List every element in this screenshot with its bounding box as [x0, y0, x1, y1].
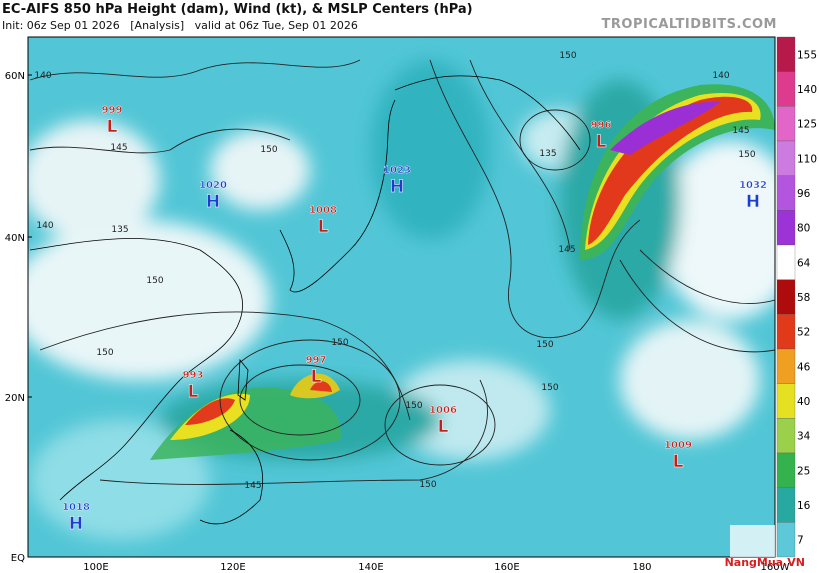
center-pressure: 999 [102, 105, 123, 116]
lat-label: EQ [11, 553, 25, 564]
colorbar-label: 64 [797, 257, 811, 269]
wind-shading [150, 84, 775, 460]
colorbar-label: 40 [797, 396, 810, 408]
colorbar-label: 155 [797, 49, 817, 61]
watermark-bg [730, 525, 775, 557]
colorbar-segment [776, 487, 796, 523]
center-pressure: 1023 [383, 165, 411, 176]
center-letter: L [318, 217, 329, 237]
colorbar-segment [776, 452, 796, 488]
contour-label: 135 [111, 225, 128, 235]
contour-label: 150 [146, 276, 163, 286]
lon-label: 160W [761, 562, 790, 573]
colorbar-segment [776, 348, 796, 384]
colorbar-label: 52 [797, 327, 810, 339]
colorbar-segment [776, 106, 796, 142]
contour-label: 145 [732, 126, 749, 136]
map-frame [27, 36, 776, 558]
colorbar-label: 25 [797, 465, 810, 477]
center-pressure: 1006 [429, 405, 457, 416]
contour-label: 150 [559, 51, 576, 61]
colorbar-segment [776, 314, 796, 350]
lon-label: 120E [220, 562, 245, 573]
lat-label: 40N [5, 233, 25, 244]
colorbar-label: 46 [797, 361, 811, 373]
lat-label: 20N [5, 393, 25, 404]
center-letter: L [107, 117, 118, 137]
contour-label: 145 [244, 481, 261, 491]
center-pressure: 1008 [309, 205, 337, 216]
lon-label: 140E [358, 562, 383, 573]
center-letter: L [188, 382, 199, 402]
center-pressure: 1032 [739, 180, 767, 191]
contour-label: 135 [539, 149, 556, 159]
center-letter: L [673, 452, 684, 472]
colorbar-segment [776, 418, 796, 454]
contour-label: 150 [96, 348, 113, 358]
center-pressure: 1009 [664, 440, 692, 451]
center-letter: L [438, 417, 449, 437]
contour-label: 150 [536, 340, 553, 350]
colorbar-label: 7 [797, 535, 804, 547]
contour-label: 140 [36, 221, 53, 231]
lat-label: 60N [5, 71, 25, 82]
contour-label: 145 [110, 143, 127, 153]
watermark: NangMua.VN [724, 556, 805, 569]
contour-label: 140 [34, 71, 51, 81]
contour-label: 140 [712, 71, 729, 81]
contour-label: 145 [558, 245, 575, 255]
colorbar-label: 58 [797, 292, 810, 304]
center-pressure: 993 [183, 370, 204, 381]
contour-label: 150 [331, 338, 348, 348]
colorbar-label: 96 [797, 188, 811, 200]
colorbar-label: 34 [797, 431, 811, 443]
center-letter: H [390, 177, 404, 197]
contour-label: 150 [738, 150, 755, 160]
contour-label: 150 [405, 401, 422, 411]
contours [29, 59, 775, 485]
colorbar-segment [776, 71, 796, 107]
brand: TROPICALTIDBITS.COM [601, 17, 777, 32]
title: EC-AIFS 850 hPa Height (dam), Wind (kt),… [2, 2, 473, 17]
colorbar-segment [776, 279, 796, 315]
center-pressure: 997 [306, 355, 327, 366]
contour-label: 150 [260, 145, 277, 155]
center-letter: L [596, 132, 607, 152]
colorbar-label: 140 [797, 84, 817, 96]
coastlines [29, 75, 581, 525]
lon-label: 180 [632, 562, 651, 573]
colorbar-segment [776, 244, 796, 280]
colorbar-segment [776, 36, 796, 72]
center-letter: H [206, 192, 220, 212]
colorbar-segment [776, 210, 796, 246]
contour-label: 150 [541, 383, 558, 393]
center-pressure: 1018 [62, 502, 90, 513]
lon-label: 160E [494, 562, 519, 573]
colorbar-segment [776, 522, 796, 558]
colorbar-segment [776, 175, 796, 211]
center-pressure: 996 [591, 120, 612, 131]
center-letter: H [746, 192, 760, 212]
colorbar-label: 110 [797, 153, 817, 165]
lon-label: 100E [83, 562, 108, 573]
colorbar-segment [776, 140, 796, 176]
contour-label: 150 [419, 480, 436, 490]
center-letter: L [311, 367, 322, 387]
colorbar-segment [776, 383, 796, 419]
center-pressure: 1020 [199, 180, 227, 191]
colorbar-label: 16 [797, 500, 811, 512]
subtitle: Init: 06z Sep 01 2026 [Analysis] valid a… [2, 19, 358, 32]
colorbar-label: 80 [797, 223, 810, 235]
center-letter: H [69, 514, 83, 534]
colorbar-label: 125 [797, 119, 817, 131]
